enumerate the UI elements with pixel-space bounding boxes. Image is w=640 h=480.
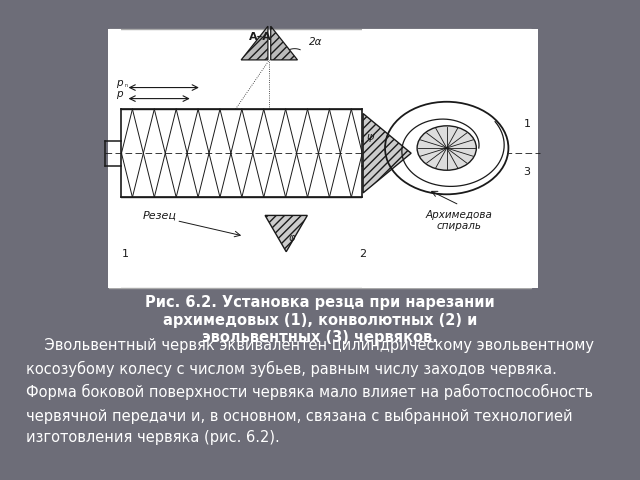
Text: ₙ: ₙ xyxy=(124,80,127,89)
Text: Рис. 6.2. Установка резца при нарезании
архимедовых (1), конволютных (2) и
эволь: Рис. 6.2. Установка резца при нарезании … xyxy=(145,295,495,345)
Text: 1: 1 xyxy=(122,249,129,259)
Text: φ: φ xyxy=(289,233,295,243)
FancyBboxPatch shape xyxy=(362,29,538,288)
Text: Резец: Резец xyxy=(143,210,177,220)
Text: ψ: ψ xyxy=(367,132,374,142)
Polygon shape xyxy=(271,26,298,60)
Text: p: p xyxy=(116,89,122,99)
Text: 2α: 2α xyxy=(309,37,323,47)
Text: 1: 1 xyxy=(524,119,531,129)
Text: 2: 2 xyxy=(358,249,366,259)
Text: 3: 3 xyxy=(524,167,531,177)
Text: А–А: А–А xyxy=(250,32,272,42)
Polygon shape xyxy=(363,114,411,193)
Text: p: p xyxy=(116,78,122,88)
Polygon shape xyxy=(241,26,268,60)
FancyBboxPatch shape xyxy=(108,29,122,288)
FancyBboxPatch shape xyxy=(109,29,531,288)
Text: Эвольвентный червяк эквивалентен цилиндрическому эвольвентному
косозубому колесу: Эвольвентный червяк эквивалентен цилиндр… xyxy=(26,338,594,445)
Polygon shape xyxy=(265,216,307,252)
Text: Архимедова
спираль: Архимедова спираль xyxy=(426,210,493,231)
Circle shape xyxy=(385,102,508,194)
Circle shape xyxy=(417,126,476,170)
